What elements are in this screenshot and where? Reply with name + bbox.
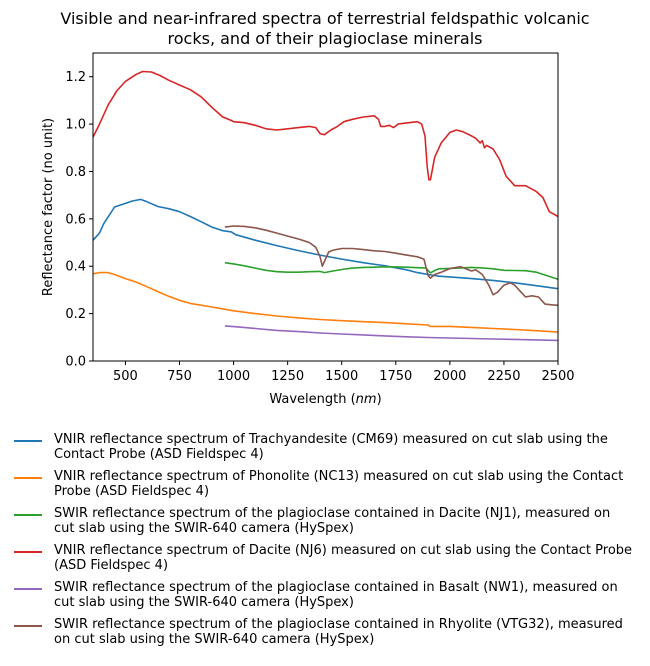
y-tick-label: 1.2 (65, 70, 86, 85)
series-line-1 (92, 198, 559, 290)
axis-ticks: 500 750 1000 1250 1500 1750 2000 2250 2500 0.0 0.2… (65, 70, 574, 384)
legend-swatch (14, 551, 42, 553)
chart-title-line-1: Visible and near-infrared spectra of ter… (60, 9, 590, 28)
legend-swatch (14, 588, 42, 590)
legend-label: VNIR reflectance spectrum of Phonolite (… (54, 469, 624, 499)
x-tick-label: 500 (113, 369, 138, 384)
series-line-4 (92, 70, 559, 218)
legend-swatch (14, 625, 42, 627)
plot-frame (92, 52, 559, 362)
legend-label: SWIR reflectance spectrum of the plagioc… (54, 506, 611, 536)
legend: VNIR reflectance spectrum of Trachyandes… (14, 432, 644, 654)
series-line-6 (224, 225, 559, 307)
series-lines (92, 70, 559, 342)
legend-label: SWIR reflectance spectrum of the plagioc… (54, 617, 623, 647)
x-tick-label: 1500 (325, 369, 358, 384)
y-tick-label: 1.0 (65, 118, 86, 133)
legend-entry: VNIR reflectance spectrum of Phonolite (… (14, 469, 644, 506)
series-line-3 (224, 261, 559, 281)
y-axis-label: Reflectance factor (no unit) (41, 118, 56, 296)
legend-swatch (14, 440, 42, 442)
legend-entry: SWIR reflectance spectrum of the plagioc… (14, 580, 644, 617)
legend-entry: SWIR reflectance spectrum of the plagioc… (14, 506, 644, 543)
y-tick-label: 0.6 (65, 212, 86, 227)
series-line-5 (224, 325, 559, 342)
legend-label: SWIR reflectance spectrum of the plagioc… (54, 580, 618, 610)
legend-entry: VNIR reflectance spectrum of Dacite (NJ6… (14, 543, 644, 580)
chart-title-line-2: rocks, and of their plagioclase minerals (167, 29, 483, 48)
x-tick-label: 1750 (379, 369, 412, 384)
legend-entry: VNIR reflectance spectrum of Trachyandes… (14, 432, 644, 469)
x-tick-label: 2000 (433, 369, 466, 384)
legend-label: VNIR reflectance spectrum of Trachyandes… (54, 432, 608, 462)
x-tick-label: 1250 (271, 369, 304, 384)
y-tick-label: 0.8 (65, 165, 86, 180)
legend-swatch (14, 514, 42, 516)
x-tick-label: 750 (167, 369, 192, 384)
x-tick-label: 2250 (487, 369, 520, 384)
x-axis-label: Wavelength (nm) (269, 392, 381, 407)
x-tick-label: 2500 (541, 369, 574, 384)
y-tick-label: 0.2 (65, 307, 86, 322)
series-line-2 (92, 271, 559, 333)
x-tick-label: 1000 (217, 369, 250, 384)
legend-label: VNIR reflectance spectrum of Dacite (NJ6… (54, 543, 633, 573)
y-tick-label: 0.0 (65, 355, 86, 370)
y-tick-label: 0.4 (65, 260, 86, 275)
legend-entry: SWIR reflectance spectrum of the plagioc… (14, 617, 644, 654)
legend-swatch (14, 477, 42, 479)
